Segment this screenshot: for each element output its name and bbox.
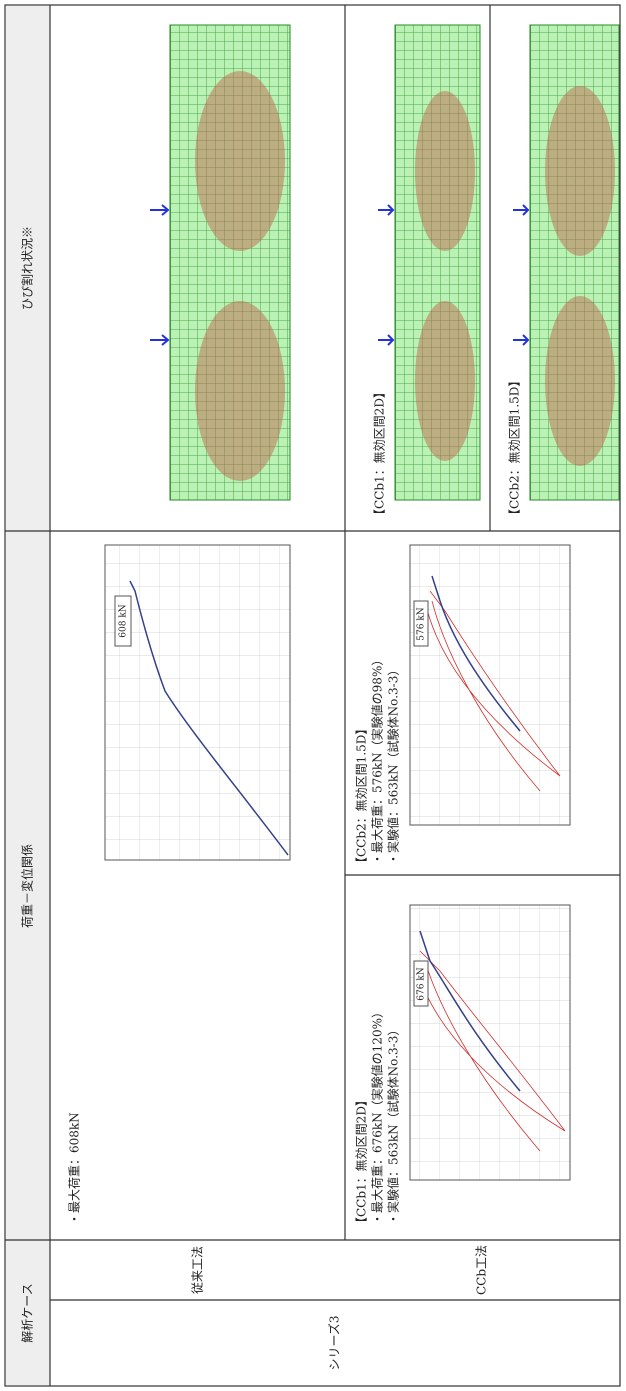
tag-box bbox=[114, 595, 132, 647]
crack-caption: 【CCb1：無効区間2D】 bbox=[372, 386, 387, 521]
table-border bbox=[4, 4, 621, 1387]
tag: 608 kN bbox=[119, 604, 129, 637]
header-bg bbox=[6, 6, 50, 1385]
curve bbox=[431, 575, 521, 732]
note: ・最大荷重：608kN bbox=[68, 1112, 82, 1225]
crack-figure: 【CCb1：無効区間2D】 bbox=[372, 24, 481, 521]
note: ・最大荷重：576kN（実験値の98%） bbox=[370, 654, 385, 865]
curve bbox=[129, 580, 289, 856]
tag: 576 kN bbox=[417, 607, 427, 640]
chart-title: 【CCb2：無効区間1.5D】 bbox=[354, 723, 369, 869]
curve bbox=[419, 930, 521, 1092]
header-cell: 荷重－変位関係 bbox=[20, 844, 35, 928]
plot-area bbox=[409, 904, 571, 1181]
plot-area bbox=[409, 544, 571, 826]
note: ・実験値：563kN（試験体No.3-3） bbox=[386, 1024, 401, 1225]
crack-figure bbox=[150, 24, 291, 501]
tag-box bbox=[413, 960, 429, 1007]
note: ・最大荷重：676kN（実験値の120%） bbox=[370, 1006, 385, 1225]
crack-figure: 【CCb2：無効区間1.5D】 bbox=[507, 24, 620, 521]
header-cell: ひび割れ状況※ bbox=[20, 226, 35, 310]
chart-block: 【CCb2：無効区間1.5D】 ・最大荷重：576kN（実験値の98%） ・実験… bbox=[354, 544, 571, 869]
table-lines bbox=[5, 5, 620, 1386]
tag: 676 kN bbox=[417, 967, 427, 1000]
row-label: 従来工法 bbox=[191, 1246, 205, 1294]
plot-area bbox=[104, 544, 291, 861]
chart-title: 【CCb1：無効区間2D】 bbox=[354, 1094, 369, 1229]
row-label: シリーズ3 bbox=[327, 1315, 342, 1370]
crack-caption: 【CCb2：無効区間1.5D】 bbox=[507, 375, 522, 521]
row-label: CCb工法 bbox=[475, 1245, 489, 1295]
tag-box bbox=[413, 600, 429, 647]
chart-block: 【CCb1：無効区間2D】 ・最大荷重：676kN（実験値の120%） ・実験値… bbox=[354, 904, 571, 1229]
curve bbox=[424, 590, 561, 792]
note: ・実験値：563kN（試験体No.3-3） bbox=[386, 664, 401, 865]
header-cell: 解析ケース bbox=[21, 1283, 35, 1342]
rotated-table: 解析ケース 荷重－変位関係 ひび割れ状況※ シリーズ3 従来工法 CCb工法 ・… bbox=[4, 4, 621, 1387]
